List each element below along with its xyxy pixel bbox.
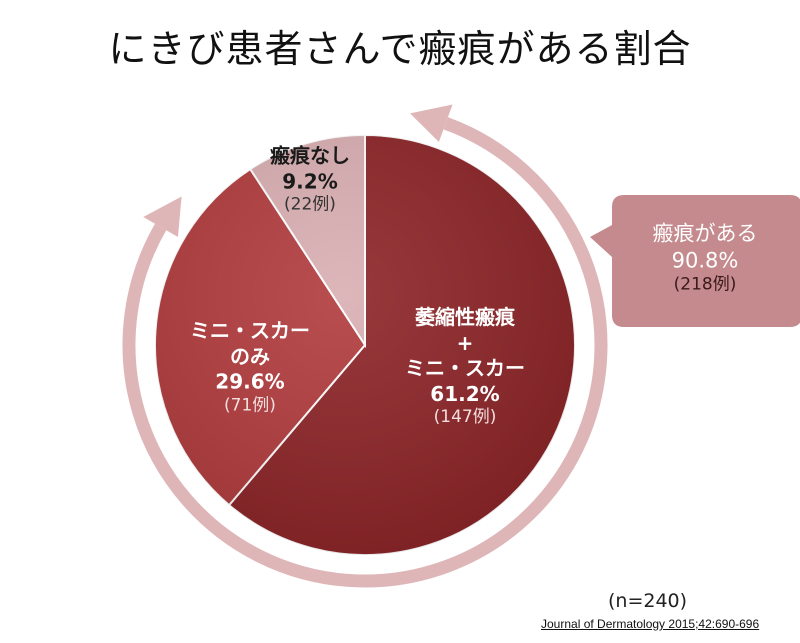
circular-arrow-icon xyxy=(122,117,608,588)
callout-value: 90.8% xyxy=(671,248,739,273)
slice-value: 9.2% xyxy=(282,169,338,194)
source-citation: Journal of Dermatology 2015;42:690-696 xyxy=(541,617,760,631)
slice-label-miniscar: ミニ・スカー のみ 29.6% (71例) xyxy=(190,319,310,418)
callout-label: 瘢痕がある 90.8% (218例) xyxy=(653,220,758,296)
sample-size-label: (n=240) xyxy=(608,590,688,612)
slice-count: (71例) xyxy=(224,395,276,416)
arrow-head-top-icon xyxy=(410,104,453,143)
pie-shading xyxy=(155,135,575,555)
slice-value: 29.6% xyxy=(215,369,285,394)
slice-name-line: ミニ・スカー xyxy=(190,318,310,343)
callout-box xyxy=(590,195,800,327)
slice-name-line: のみ xyxy=(230,344,270,369)
slice-name-line: ミニ・スカー xyxy=(405,356,525,381)
slice-label-atrophic: 萎縮性瘢痕 + ミニ・スカー 61.2% (147例) xyxy=(405,305,525,429)
callout-count: (218例) xyxy=(673,274,737,294)
slice-name-line: 萎縮性瘢痕 xyxy=(415,304,515,329)
slice-name-line: + xyxy=(456,330,474,355)
slice-value: 61.2% xyxy=(430,381,500,406)
callout-name: 瘢痕がある xyxy=(652,221,758,246)
slice-name-line: 瘢痕なし xyxy=(270,143,350,168)
page-title: にきび患者さんで瘢痕がある割合 xyxy=(108,27,692,71)
slice-count: (22例) xyxy=(284,194,336,215)
slice-label-no-scar: 瘢痕なし 9.2% (22例) xyxy=(270,144,350,217)
slice-count: (147例) xyxy=(433,407,497,428)
arrow-head-left-icon xyxy=(143,196,182,237)
